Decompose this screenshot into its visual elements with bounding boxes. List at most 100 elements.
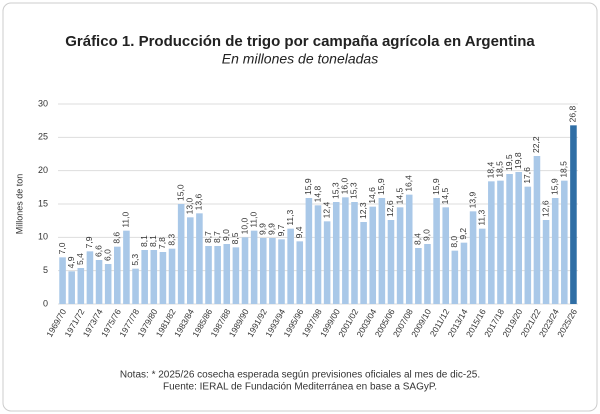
value-label: 7,9 <box>84 236 94 248</box>
bar <box>278 239 285 304</box>
value-label: 8,7 <box>212 231 222 243</box>
bar <box>205 246 212 304</box>
value-label: 15,9 <box>303 178 313 195</box>
bar <box>269 238 276 304</box>
bar <box>360 222 367 304</box>
value-label: 12,3 <box>358 202 368 219</box>
bar <box>524 186 532 304</box>
bar <box>86 251 94 304</box>
value-label: 12,6 <box>385 200 395 217</box>
note: Notas: * 2025/26 cosecha esperada según … <box>120 370 480 381</box>
value-label: 9,2 <box>458 228 468 240</box>
bar <box>196 213 203 304</box>
bar <box>342 197 349 304</box>
bar <box>405 194 413 304</box>
value-label: 13,6 <box>194 194 204 211</box>
value-label: 18,5 <box>559 161 569 178</box>
bar <box>241 237 249 304</box>
bar <box>323 221 331 304</box>
bar <box>332 202 340 304</box>
value-label: 7,8 <box>157 237 167 249</box>
value-label: 16,0 <box>340 178 350 195</box>
value-label: 15,0 <box>175 184 185 201</box>
bar <box>396 207 404 304</box>
source: Fuente: IERAL de Fundación Mediterránea … <box>163 382 437 393</box>
bar <box>296 241 304 304</box>
bar <box>259 238 267 304</box>
bar <box>497 180 504 304</box>
value-label: 19,5 <box>504 154 514 171</box>
bar <box>77 268 85 304</box>
chart-subtitle: En millones de toneladas <box>222 51 378 67</box>
value-label: 12,6 <box>540 200 550 217</box>
chart-title: Gráfico 1. Producción de trigo por campa… <box>65 33 535 50</box>
value-label: 5,4 <box>75 253 85 265</box>
value-label: 11,3 <box>285 209 295 225</box>
bar <box>232 247 240 304</box>
bar <box>551 198 559 304</box>
bar <box>506 174 513 304</box>
bar <box>177 204 185 304</box>
bar <box>451 250 459 304</box>
value-label: 7,0 <box>57 242 67 254</box>
bar <box>250 230 258 304</box>
bar <box>542 220 550 304</box>
bar <box>424 244 431 304</box>
bar <box>351 202 358 304</box>
value-label: 26,8 <box>568 106 578 123</box>
value-label: 6,0 <box>102 249 112 261</box>
bar <box>533 156 541 304</box>
bar <box>150 250 158 304</box>
y-tick-label: 30 <box>38 98 48 108</box>
bar <box>378 198 386 304</box>
bar <box>415 248 422 304</box>
value-label: 11,0 <box>248 211 258 227</box>
bar <box>95 260 103 304</box>
bar <box>141 250 148 304</box>
bar <box>186 217 194 304</box>
value-label: 13,0 <box>185 198 195 215</box>
value-label: 15,3 <box>330 182 340 199</box>
value-label: 8,0 <box>449 236 459 248</box>
value-label: 9,4 <box>294 226 304 238</box>
bar <box>387 220 395 304</box>
value-label: 11,3 <box>476 209 486 225</box>
y-tick-label: 20 <box>38 165 48 175</box>
bar <box>59 257 66 304</box>
bar <box>132 268 139 304</box>
value-label: 6,6 <box>93 245 103 257</box>
bar <box>478 228 486 304</box>
value-label: 9,0 <box>221 229 231 241</box>
y-tick-label: 5 <box>43 265 48 275</box>
bar <box>159 252 167 304</box>
value-label: 18,4 <box>486 162 496 179</box>
value-label: 15,3 <box>349 182 359 199</box>
value-label: 8,5 <box>230 232 240 244</box>
value-label: 5,3 <box>130 254 140 266</box>
value-label: 8,1 <box>148 235 158 247</box>
value-label: 19,8 <box>513 152 523 169</box>
value-label: 9,9 <box>258 223 268 235</box>
value-label: 22,2 <box>531 136 541 153</box>
value-label: 15,9 <box>376 178 386 195</box>
bar <box>114 246 121 304</box>
value-label: 14,5 <box>440 188 450 205</box>
bar <box>488 181 495 304</box>
value-label: 13,9 <box>467 192 477 209</box>
y-tick-label: 25 <box>38 132 48 142</box>
value-label: 14,5 <box>394 188 404 205</box>
value-label: 8,4 <box>413 233 423 245</box>
bar <box>68 271 75 304</box>
bar <box>223 244 231 304</box>
value-label: 15,9 <box>431 178 441 195</box>
value-label: 8,7 <box>203 231 213 243</box>
bar <box>442 207 450 304</box>
value-label: 9,7 <box>276 224 286 236</box>
value-label: 15,9 <box>549 178 559 195</box>
bar <box>305 198 313 304</box>
value-label: 10,0 <box>239 218 249 235</box>
value-label: 8,1 <box>139 235 149 247</box>
